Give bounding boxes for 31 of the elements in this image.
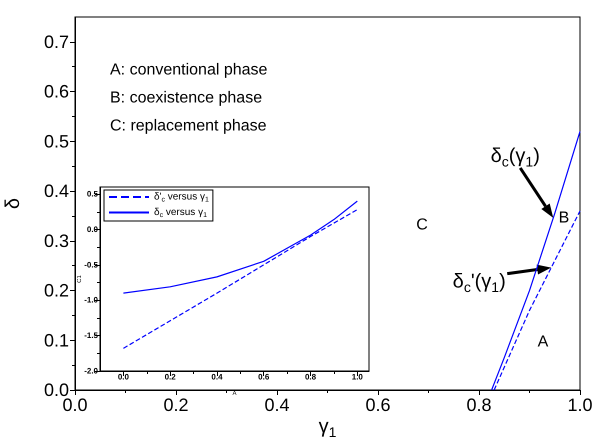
y-tick-label: -0.5 xyxy=(84,260,99,270)
annotation: C xyxy=(416,216,428,234)
y-tick-label: 0.4 xyxy=(44,181,69,202)
x-tick-label: 0.4 xyxy=(264,395,290,415)
y-tick-label: 0.1 xyxy=(44,330,69,350)
y-tick-label: -1.0 xyxy=(84,296,99,305)
x-tick-label: 0.2 xyxy=(163,395,189,415)
y-tick-label: 0.0 xyxy=(86,224,99,234)
line-series xyxy=(491,130,581,391)
y-tick-label: 0.7 xyxy=(44,32,69,52)
x-tick-label: 0.6 xyxy=(258,372,270,382)
annotation: A xyxy=(538,334,549,350)
y-tick-label: 0.3 xyxy=(44,230,69,251)
x-tick-label: 0.0 xyxy=(118,372,130,382)
annotation: B xyxy=(558,210,570,226)
y-tick-label: 0.6 xyxy=(44,82,69,102)
x-tick-label: 0.2 xyxy=(164,372,176,382)
x-tick-label: 1.0 xyxy=(352,372,364,382)
y-tick-label: 0.5 xyxy=(44,131,69,152)
annotation: B: coexistence phase xyxy=(110,90,262,106)
annotation: A: conventional phase xyxy=(110,62,268,78)
y-tick-label: 0.5 xyxy=(86,190,99,199)
x-tick-label: 0.6 xyxy=(365,395,391,415)
y-axis-title: δ xyxy=(2,198,24,210)
x-tick-label: 0.4 xyxy=(211,372,224,382)
x-tick-label: 1.0 xyxy=(567,395,593,415)
x-tick-label: 0.8 xyxy=(304,372,317,382)
y-tick-label: -2.0 xyxy=(84,366,99,376)
annotation: C: replacement phase xyxy=(110,118,267,134)
x-tick-label: 0.8 xyxy=(466,395,492,415)
y-tick-label: 0.2 xyxy=(44,280,69,301)
